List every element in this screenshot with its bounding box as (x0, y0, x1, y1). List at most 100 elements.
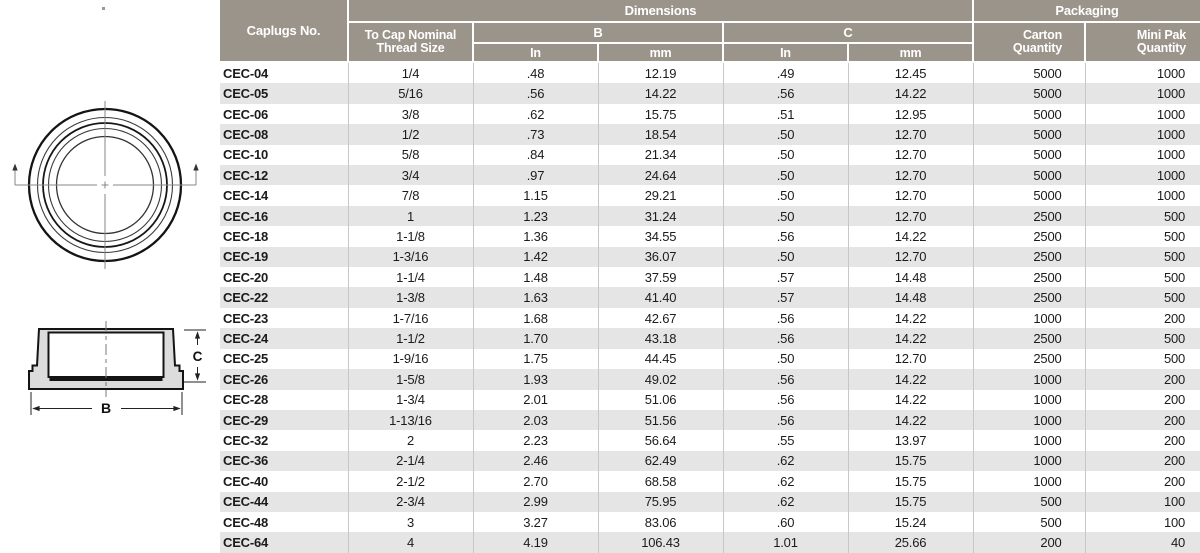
cell-b-mm: 51.06 (598, 389, 724, 410)
table-row: CEC-48 3 3.27 83.06 .60 15.24 500 100 (220, 511, 1200, 533)
cell-c-in: .57 (723, 267, 849, 288)
cell-b-mm: 75.95 (598, 491, 724, 512)
cell-c-mm: 14.22 (848, 409, 974, 431)
cell-model: CEC-22 (220, 287, 349, 308)
cell-minipak-qty: 1000 (1156, 65, 1186, 81)
cell-c-in: .56 (723, 226, 849, 247)
header-dim-b: B (473, 22, 724, 44)
cell-c-mm: 14.22 (848, 226, 974, 247)
cell-carton-qty: 5000 (973, 165, 1086, 186)
cell-minipak-qty: 200 (1163, 473, 1186, 489)
cell-b-in: 1.75 (473, 348, 599, 370)
cell-minipak-qty: 500 (1163, 208, 1186, 224)
cell-model: CEC-16 (220, 205, 349, 227)
table-header: Caplugs No. Dimensions Packaging To Cap … (220, 0, 1200, 63)
dim-c-label: C (193, 349, 203, 364)
header-minipak-qty: Mini Pak Quantity (1085, 22, 1200, 63)
cell-model: CEC-20 (220, 267, 349, 288)
cell-thread-size: 3/8 (348, 103, 474, 125)
cell-c-mm: 12.95 (848, 103, 974, 125)
cell-c-mm: 14.48 (848, 267, 974, 288)
table-row: CEC-08 1/2 .73 18.54 .50 12.70 5000 1000 (220, 124, 1200, 145)
cell-model: CEC-28 (220, 389, 349, 410)
cell-carton-qty: 2500 (973, 267, 1086, 288)
cell-carton-qty: 1000 (973, 430, 1086, 451)
cell-c-mm: 25.66 (848, 532, 974, 553)
cell-b-mm: 18.54 (598, 124, 724, 145)
table-row: CEC-22 1-3/8 1.63 41.40 .57 14.48 2500 5… (220, 287, 1200, 308)
section-arrow-left-icon (12, 163, 18, 171)
cell-b-mm: 15.75 (598, 103, 724, 125)
cell-b-mm: 24.64 (598, 165, 724, 186)
cell-thread-size: 4 (348, 532, 474, 553)
cell-minipak-qty: 1000 (1156, 147, 1186, 163)
cell-c-mm: 12.45 (848, 62, 974, 84)
cell-minipak-qty: 100 (1163, 514, 1186, 530)
cell-c-in: .62 (723, 450, 849, 472)
cell-c-mm: 12.70 (848, 246, 974, 268)
section-arrow-right-icon (193, 163, 199, 171)
header-dim-c: C (723, 22, 975, 44)
cell-carton-qty: 1000 (973, 409, 1086, 431)
cell-carton-qty: 2500 (973, 246, 1086, 268)
cell-minipak-qty: 500 (1163, 290, 1186, 306)
cell-minipak-qty: 1000 (1156, 106, 1186, 122)
cell-b-mm: 56.64 (598, 430, 724, 451)
dim-b-arrow-left-icon (32, 405, 40, 412)
cell-b-mm: 31.24 (598, 205, 724, 227)
cell-c-in: .56 (723, 307, 849, 329)
cell-carton-qty: 5000 (973, 185, 1086, 206)
cell-b-in: .48 (473, 62, 599, 84)
cell-thread-size: 1-3/4 (348, 389, 474, 410)
cell-model: CEC-44 (220, 491, 349, 512)
cell-b-mm: 37.59 (598, 267, 724, 288)
cell-b-mm: 36.07 (598, 246, 724, 268)
cell-model: CEC-06 (220, 103, 349, 125)
cell-thread-size: 7/8 (348, 185, 474, 206)
cell-model: CEC-36 (220, 450, 349, 472)
cell-minipak-qty: 200 (1163, 371, 1186, 387)
spec-table: Caplugs No. Dimensions Packaging To Cap … (220, 0, 1200, 553)
cell-c-mm: 12.70 (848, 165, 974, 186)
table-row: CEC-19 1-3/16 1.42 36.07 .50 12.70 2500 … (220, 246, 1200, 268)
table-row: CEC-16 1 1.23 31.24 .50 12.70 2500 500 (220, 205, 1200, 227)
cell-b-in: 1.93 (473, 369, 599, 390)
cell-minipak-qty: 500 (1163, 269, 1186, 285)
cell-c-in: .50 (723, 165, 849, 186)
cell-thread-size: 1-5/8 (348, 369, 474, 390)
header-group-packaging: Packaging (973, 0, 1200, 23)
cell-b-in: .97 (473, 165, 599, 186)
cell-model: CEC-48 (220, 511, 349, 533)
table-row: CEC-18 1-1/8 1.36 34.55 .56 14.22 2500 5… (220, 226, 1200, 247)
cell-c-mm: 14.22 (848, 307, 974, 329)
table-row: CEC-40 2-1/2 2.70 68.58 .62 15.75 1000 2… (220, 471, 1200, 492)
header-c-mm: mm (848, 43, 975, 63)
cell-thread-size: 2-1/2 (348, 471, 474, 492)
cell-b-in: .84 (473, 144, 599, 166)
cell-b-mm: 49.02 (598, 369, 724, 390)
dim-b-label: B (101, 400, 111, 416)
cell-c-in: .50 (723, 124, 849, 145)
cell-c-in: .50 (723, 246, 849, 268)
cell-c-in: 1.01 (723, 532, 849, 553)
cell-model: CEC-29 (220, 409, 349, 431)
cell-thread-size: 1-3/16 (348, 246, 474, 268)
cell-thread-size: 1/4 (348, 62, 474, 84)
table-row: CEC-23 1-7/16 1.68 42.67 .56 14.22 1000 … (220, 307, 1200, 329)
cell-b-in: 2.01 (473, 389, 599, 410)
cell-c-mm: 15.75 (848, 450, 974, 472)
cell-b-mm: 51.56 (598, 409, 724, 431)
cell-minipak-qty: 500 (1163, 330, 1186, 346)
cell-b-in: 1.48 (473, 267, 599, 288)
cell-c-in: .50 (723, 144, 849, 166)
table-row: CEC-29 1-13/16 2.03 51.56 .56 14.22 1000… (220, 409, 1200, 431)
cell-thread-size: 3/4 (348, 165, 474, 186)
cell-b-in: 2.46 (473, 450, 599, 472)
cell-thread-size: 1-13/16 (348, 409, 474, 431)
cell-b-in: .73 (473, 124, 599, 145)
dim-c-arrow-down-icon (194, 373, 201, 381)
cell-c-in: .50 (723, 348, 849, 370)
cell-b-in: 2.03 (473, 409, 599, 431)
cell-b-mm: 21.34 (598, 144, 724, 166)
